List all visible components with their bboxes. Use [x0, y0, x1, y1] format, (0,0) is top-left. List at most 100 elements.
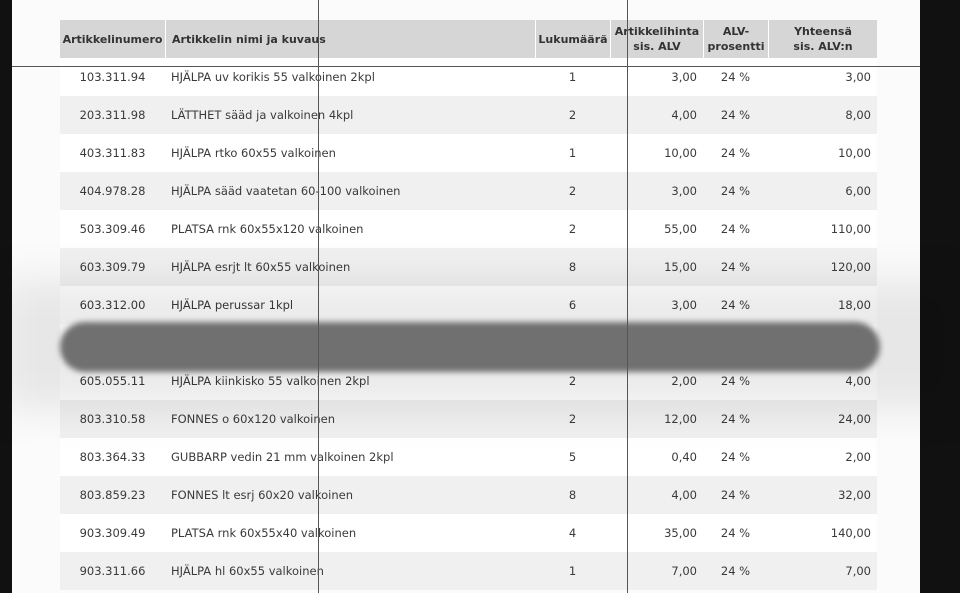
table-cell: 24 %: [720, 146, 751, 160]
reflection-line: [627, 0, 628, 593]
table-cell: 24 %: [720, 564, 751, 578]
table-cell: 140,00: [830, 526, 871, 540]
table-row: [60, 96, 877, 134]
table-cell: PLATSA rnk 60x55x40 valkoinen: [171, 526, 357, 540]
table-cell: 903.309.49: [79, 526, 146, 540]
table-row: [60, 438, 877, 476]
table-cell: GUBBARP vedin 21 mm valkoinen 2kpl: [171, 450, 394, 464]
header-cell: Yhteensä sis. ALV:n: [768, 20, 877, 58]
table-cell: 6: [568, 298, 577, 312]
table-cell: 605.055.11: [79, 374, 146, 388]
table-row: [60, 400, 877, 438]
table-cell: 5: [568, 450, 577, 464]
table-cell: 8: [568, 260, 577, 274]
table-cell: 603.309.79: [79, 260, 146, 274]
header-cell: Artikkelin nimi ja kuvaus: [165, 20, 535, 58]
table-cell: 24 %: [720, 108, 751, 122]
table-cell: 24 %: [720, 488, 751, 502]
table-cell: 404.978.28: [79, 184, 146, 198]
table-row: [60, 58, 877, 96]
table-cell: 1: [568, 146, 577, 160]
table-cell: 2,00: [671, 374, 697, 388]
table-cell: HJÄLPA hl 60x55 valkoinen: [171, 564, 324, 578]
table-row: [60, 172, 877, 210]
redaction: [60, 322, 880, 372]
table-row: [60, 476, 877, 514]
table-cell: 24 %: [720, 526, 751, 540]
table-cell: 24 %: [720, 374, 751, 388]
table-cell: 24 %: [720, 298, 751, 312]
header-cell: Artikkelinumero: [62, 32, 163, 46]
table-cell: HJÄLPA kiinkisko 55 valkoinen 2kpl: [171, 374, 370, 388]
table-cell: 18,00: [838, 298, 871, 312]
table-cell: 7,00: [671, 564, 697, 578]
table-cell: 8: [568, 488, 577, 502]
table-cell: 32,00: [838, 488, 871, 502]
table-row: [60, 552, 877, 590]
table-row: [60, 514, 877, 552]
table-cell: 15,00: [664, 260, 697, 274]
table-cell: 803.310.58: [79, 412, 146, 426]
table-row: [60, 134, 877, 172]
table-cell: 0,40: [671, 450, 697, 464]
table-cell: 4,00: [671, 488, 697, 502]
table-cell: 10,00: [664, 146, 697, 160]
table-cell: 203.311.98: [79, 108, 146, 122]
table-cell: 603.312.00: [79, 298, 146, 312]
table-cell: 35,00: [664, 526, 697, 540]
table-cell: 8,00: [845, 108, 871, 122]
table-cell: FONNES o 60x120 valkoinen: [171, 412, 336, 426]
table-cell: 4,00: [845, 374, 871, 388]
header-cell: Lukumäärä: [535, 20, 610, 58]
header-cell: Artikkelihinta sis. ALV: [610, 20, 703, 58]
table-cell: 120,00: [830, 260, 871, 274]
table-cell: 803.364.33: [79, 450, 146, 464]
table-cell: 4,00: [671, 108, 697, 122]
table-cell: 110,00: [830, 222, 871, 236]
table-cell: 24 %: [720, 184, 751, 198]
table-cell: 2: [568, 108, 577, 122]
table-cell: 6,00: [845, 184, 871, 198]
table-row: [60, 210, 877, 248]
header-row: [60, 20, 877, 58]
table-cell: 3,00: [671, 70, 697, 84]
table-cell: 803.859.23: [79, 488, 146, 502]
table-cell: HJÄLPA sääd vaatetan 60-100 valkoinen: [171, 184, 401, 198]
table-cell: HJÄLPA uv korikis 55 valkoinen 2kpl: [171, 70, 375, 84]
table-cell: 403.311.83: [79, 146, 146, 160]
table-cell: 24 %: [720, 70, 751, 84]
table-row: [60, 248, 877, 286]
table-cell: 2: [568, 222, 577, 236]
table-cell: 3,00: [671, 298, 697, 312]
table-cell: 2: [568, 184, 577, 198]
table-cell: LÄTTHET sääd ja valkoinen 4kpl: [171, 108, 354, 122]
table-cell: FONNES lt esrj 60x20 valkoinen: [171, 488, 354, 502]
table-cell: 24 %: [720, 260, 751, 274]
table-cell: HJÄLPA perussar 1kpl: [171, 298, 294, 312]
table-cell: 24 %: [720, 412, 751, 426]
table-cell: 4: [568, 526, 577, 540]
table-cell: PLATSA rnk 60x55x120 valkoinen: [171, 222, 364, 236]
table-row: [60, 286, 877, 324]
table-cell: 3,00: [671, 184, 697, 198]
table-cell: 103.311.94: [79, 70, 146, 84]
table-cell: 503.309.46: [79, 222, 146, 236]
reflection-line: [12, 66, 920, 67]
table-cell: 12,00: [664, 412, 697, 426]
table-cell: 2: [568, 412, 577, 426]
table-cell: 1: [568, 564, 577, 578]
reflection-line: [318, 0, 319, 593]
table-cell: 2: [568, 374, 577, 388]
table-cell: 24,00: [838, 412, 871, 426]
table-cell: 55,00: [664, 222, 697, 236]
table-cell: 7,00: [845, 564, 871, 578]
table-cell: HJÄLPA esrjt lt 60x55 valkoinen: [171, 260, 351, 274]
table-cell: 903.311.66: [79, 564, 146, 578]
table-cell: 1: [568, 70, 577, 84]
table-cell: 3,00: [845, 70, 871, 84]
table-cell: 2,00: [845, 450, 871, 464]
table-cell: 24 %: [720, 450, 751, 464]
table-cell: HJÄLPA rtko 60x55 valkoinen: [171, 146, 336, 160]
table-cell: 10,00: [838, 146, 871, 160]
